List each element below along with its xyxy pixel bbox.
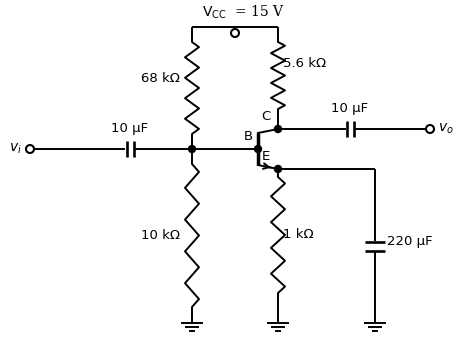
Text: C: C [261,110,270,123]
Text: 10 μF: 10 μF [111,122,148,135]
Circle shape [274,126,282,132]
Circle shape [274,166,282,172]
Text: $v_o$: $v_o$ [438,122,454,136]
Text: 220 μF: 220 μF [387,236,433,248]
Text: 1 kΩ: 1 kΩ [283,228,314,242]
Text: 10 kΩ: 10 kΩ [141,229,180,242]
Circle shape [255,146,262,152]
Text: 5.6 kΩ: 5.6 kΩ [283,57,326,70]
Text: E: E [262,150,270,163]
Text: 68 kΩ: 68 kΩ [141,71,180,85]
Text: $\mathrm{V_{CC}}$  = 15 V: $\mathrm{V_{CC}}$ = 15 V [202,3,284,21]
Text: $v_i$: $v_i$ [9,142,22,156]
Circle shape [189,146,196,152]
Text: 10 μF: 10 μF [332,102,369,115]
Text: B: B [244,130,253,143]
